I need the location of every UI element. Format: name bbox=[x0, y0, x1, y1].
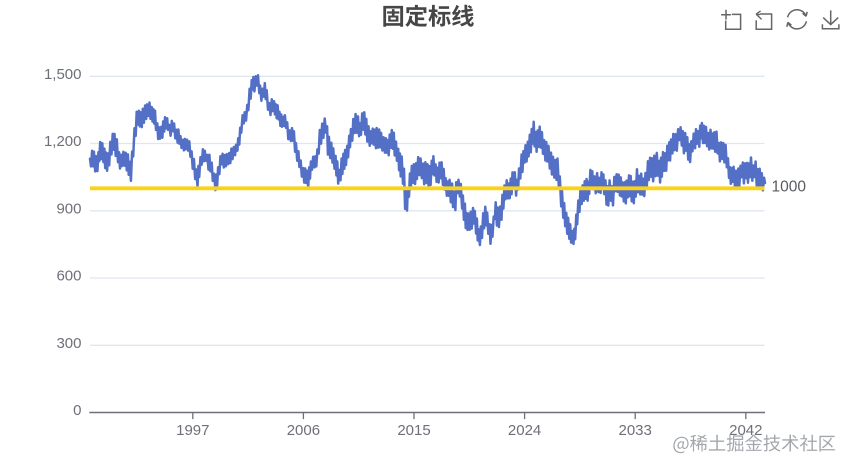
svg-text:2024: 2024 bbox=[508, 422, 541, 439]
svg-text:1,500: 1,500 bbox=[44, 66, 82, 83]
svg-text:900: 900 bbox=[56, 200, 81, 217]
svg-text:1,200: 1,200 bbox=[44, 133, 82, 150]
svg-text:600: 600 bbox=[56, 268, 81, 285]
svg-text:2015: 2015 bbox=[397, 422, 430, 439]
svg-text:300: 300 bbox=[56, 335, 81, 352]
svg-text:1000: 1000 bbox=[772, 179, 807, 196]
svg-text:0: 0 bbox=[73, 402, 81, 419]
svg-text:2006: 2006 bbox=[287, 422, 320, 439]
svg-text:2033: 2033 bbox=[619, 422, 652, 439]
svg-text:1997: 1997 bbox=[176, 422, 209, 439]
